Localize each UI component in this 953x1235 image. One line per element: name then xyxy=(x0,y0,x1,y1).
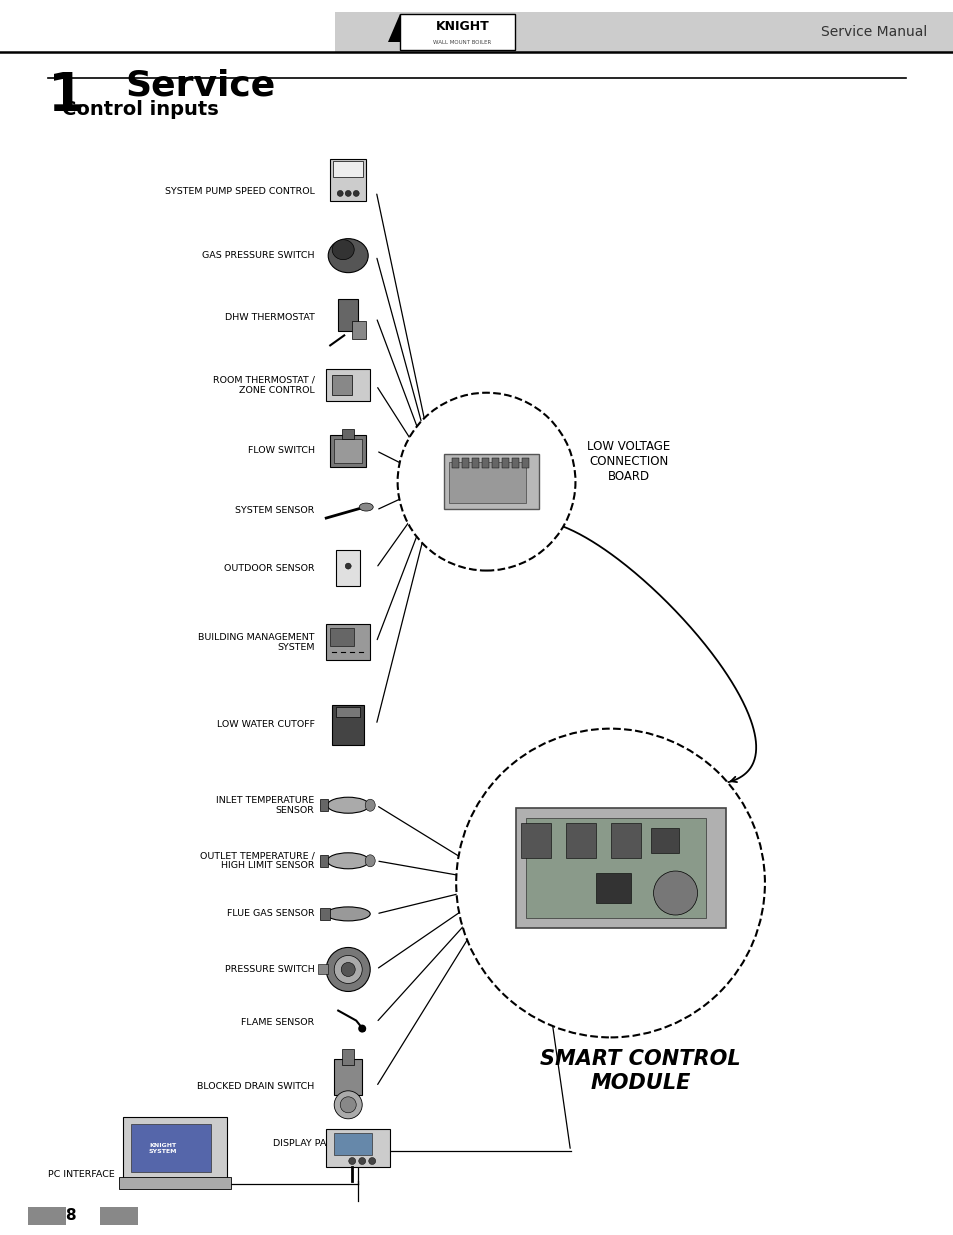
Bar xyxy=(342,1049,354,1065)
Text: WALL MOUNT BOILER: WALL MOUNT BOILER xyxy=(433,40,491,44)
Text: PC INTERFACE: PC INTERFACE xyxy=(48,1170,114,1178)
Ellipse shape xyxy=(327,798,369,813)
Bar xyxy=(511,458,518,468)
Text: KNIGHT
SYSTEM: KNIGHT SYSTEM xyxy=(149,1142,177,1153)
Circle shape xyxy=(340,1097,355,1113)
Circle shape xyxy=(336,190,343,196)
Bar xyxy=(332,375,352,395)
Text: Control inputs: Control inputs xyxy=(62,100,218,119)
Bar xyxy=(399,14,515,49)
Bar xyxy=(650,827,678,853)
Bar xyxy=(326,369,370,401)
Bar xyxy=(342,429,354,438)
Circle shape xyxy=(326,947,370,992)
Text: Service: Service xyxy=(125,68,275,103)
Text: LOW WATER CUTOFF: LOW WATER CUTOFF xyxy=(216,720,314,730)
Circle shape xyxy=(368,1157,375,1165)
Circle shape xyxy=(358,1157,365,1165)
Bar xyxy=(481,458,488,468)
Circle shape xyxy=(397,393,575,571)
Bar xyxy=(28,1207,66,1225)
Circle shape xyxy=(345,190,351,196)
Text: SYSTEM PUMP SPEED CONTROL: SYSTEM PUMP SPEED CONTROL xyxy=(165,186,314,196)
Bar xyxy=(131,1124,211,1172)
Ellipse shape xyxy=(332,240,354,259)
Bar xyxy=(334,438,362,463)
Bar xyxy=(449,462,525,503)
Text: FLOW SWITCH: FLOW SWITCH xyxy=(248,446,314,456)
Circle shape xyxy=(653,871,697,915)
Circle shape xyxy=(353,190,359,196)
Ellipse shape xyxy=(326,906,370,921)
Text: BLOCKED DRAIN SWITCH: BLOCKED DRAIN SWITCH xyxy=(197,1082,314,1092)
Bar xyxy=(520,823,550,858)
Text: DHW THERMOSTAT: DHW THERMOSTAT xyxy=(225,312,314,322)
Bar xyxy=(100,1207,138,1225)
Text: 8: 8 xyxy=(65,1209,75,1224)
Text: SYSTEM SENSOR: SYSTEM SENSOR xyxy=(235,505,314,515)
Text: FLUE GAS SENSOR: FLUE GAS SENSOR xyxy=(227,909,314,919)
Text: OUTLET TEMPERATURE /
HIGH LIMIT SENSOR: OUTLET TEMPERATURE / HIGH LIMIT SENSOR xyxy=(199,851,314,871)
Text: DISPLAY PANEL: DISPLAY PANEL xyxy=(273,1139,344,1147)
Text: GAS PRESSURE SWITCH: GAS PRESSURE SWITCH xyxy=(202,251,314,261)
Text: Service Manual: Service Manual xyxy=(820,25,926,40)
Text: ROOM THERMOSTAT /
ZONE CONTROL: ROOM THERMOSTAT / ZONE CONTROL xyxy=(213,375,314,395)
Bar xyxy=(515,808,725,927)
Ellipse shape xyxy=(365,855,375,867)
Circle shape xyxy=(349,1157,355,1165)
Text: SMART CONTROL
MODULE: SMART CONTROL MODULE xyxy=(539,1050,740,1093)
Bar xyxy=(119,1177,231,1189)
Bar xyxy=(335,12,953,52)
Bar xyxy=(335,706,360,718)
Bar xyxy=(334,1058,362,1094)
Bar xyxy=(352,321,366,340)
Ellipse shape xyxy=(328,238,368,273)
Text: BUILDING MANAGEMENT
SYSTEM: BUILDING MANAGEMENT SYSTEM xyxy=(198,632,314,652)
Circle shape xyxy=(357,1025,366,1032)
Circle shape xyxy=(334,956,362,983)
Bar xyxy=(320,908,330,920)
Bar xyxy=(326,624,370,661)
Bar xyxy=(338,299,357,331)
Circle shape xyxy=(341,962,355,977)
Bar xyxy=(330,629,354,646)
Bar xyxy=(461,458,468,468)
Bar xyxy=(330,435,366,467)
Bar xyxy=(320,855,328,867)
Bar xyxy=(610,823,639,858)
Circle shape xyxy=(456,729,764,1037)
Circle shape xyxy=(334,1091,362,1119)
Bar xyxy=(330,159,366,201)
Ellipse shape xyxy=(327,853,369,868)
Ellipse shape xyxy=(365,799,375,811)
Polygon shape xyxy=(388,14,399,42)
Bar xyxy=(471,458,478,468)
Bar xyxy=(332,705,364,745)
Ellipse shape xyxy=(359,503,373,511)
Text: OUTDOOR SENSOR: OUTDOOR SENSOR xyxy=(224,563,314,573)
Text: KNIGHT: KNIGHT xyxy=(436,20,489,33)
Bar xyxy=(123,1118,227,1179)
Bar xyxy=(333,162,363,178)
Bar xyxy=(565,823,595,858)
Bar xyxy=(525,818,705,918)
Text: PRESSURE SWITCH: PRESSURE SWITCH xyxy=(225,965,314,974)
Bar xyxy=(326,1129,390,1167)
Text: INLET TEMPERATURE
SENSOR: INLET TEMPERATURE SENSOR xyxy=(216,795,314,815)
Circle shape xyxy=(345,563,351,569)
Bar xyxy=(595,873,630,903)
Text: 1: 1 xyxy=(48,70,85,122)
Bar xyxy=(501,458,508,468)
Bar xyxy=(443,454,538,509)
Bar xyxy=(491,458,498,468)
Bar xyxy=(320,799,328,811)
Bar xyxy=(451,458,458,468)
Text: LOW VOLTAGE
CONNECTION
BOARD: LOW VOLTAGE CONNECTION BOARD xyxy=(587,440,670,483)
Bar xyxy=(334,1132,372,1155)
Bar xyxy=(521,458,528,468)
Bar xyxy=(318,965,328,974)
Text: FLAME SENSOR: FLAME SENSOR xyxy=(241,1018,314,1028)
Bar xyxy=(335,550,360,587)
